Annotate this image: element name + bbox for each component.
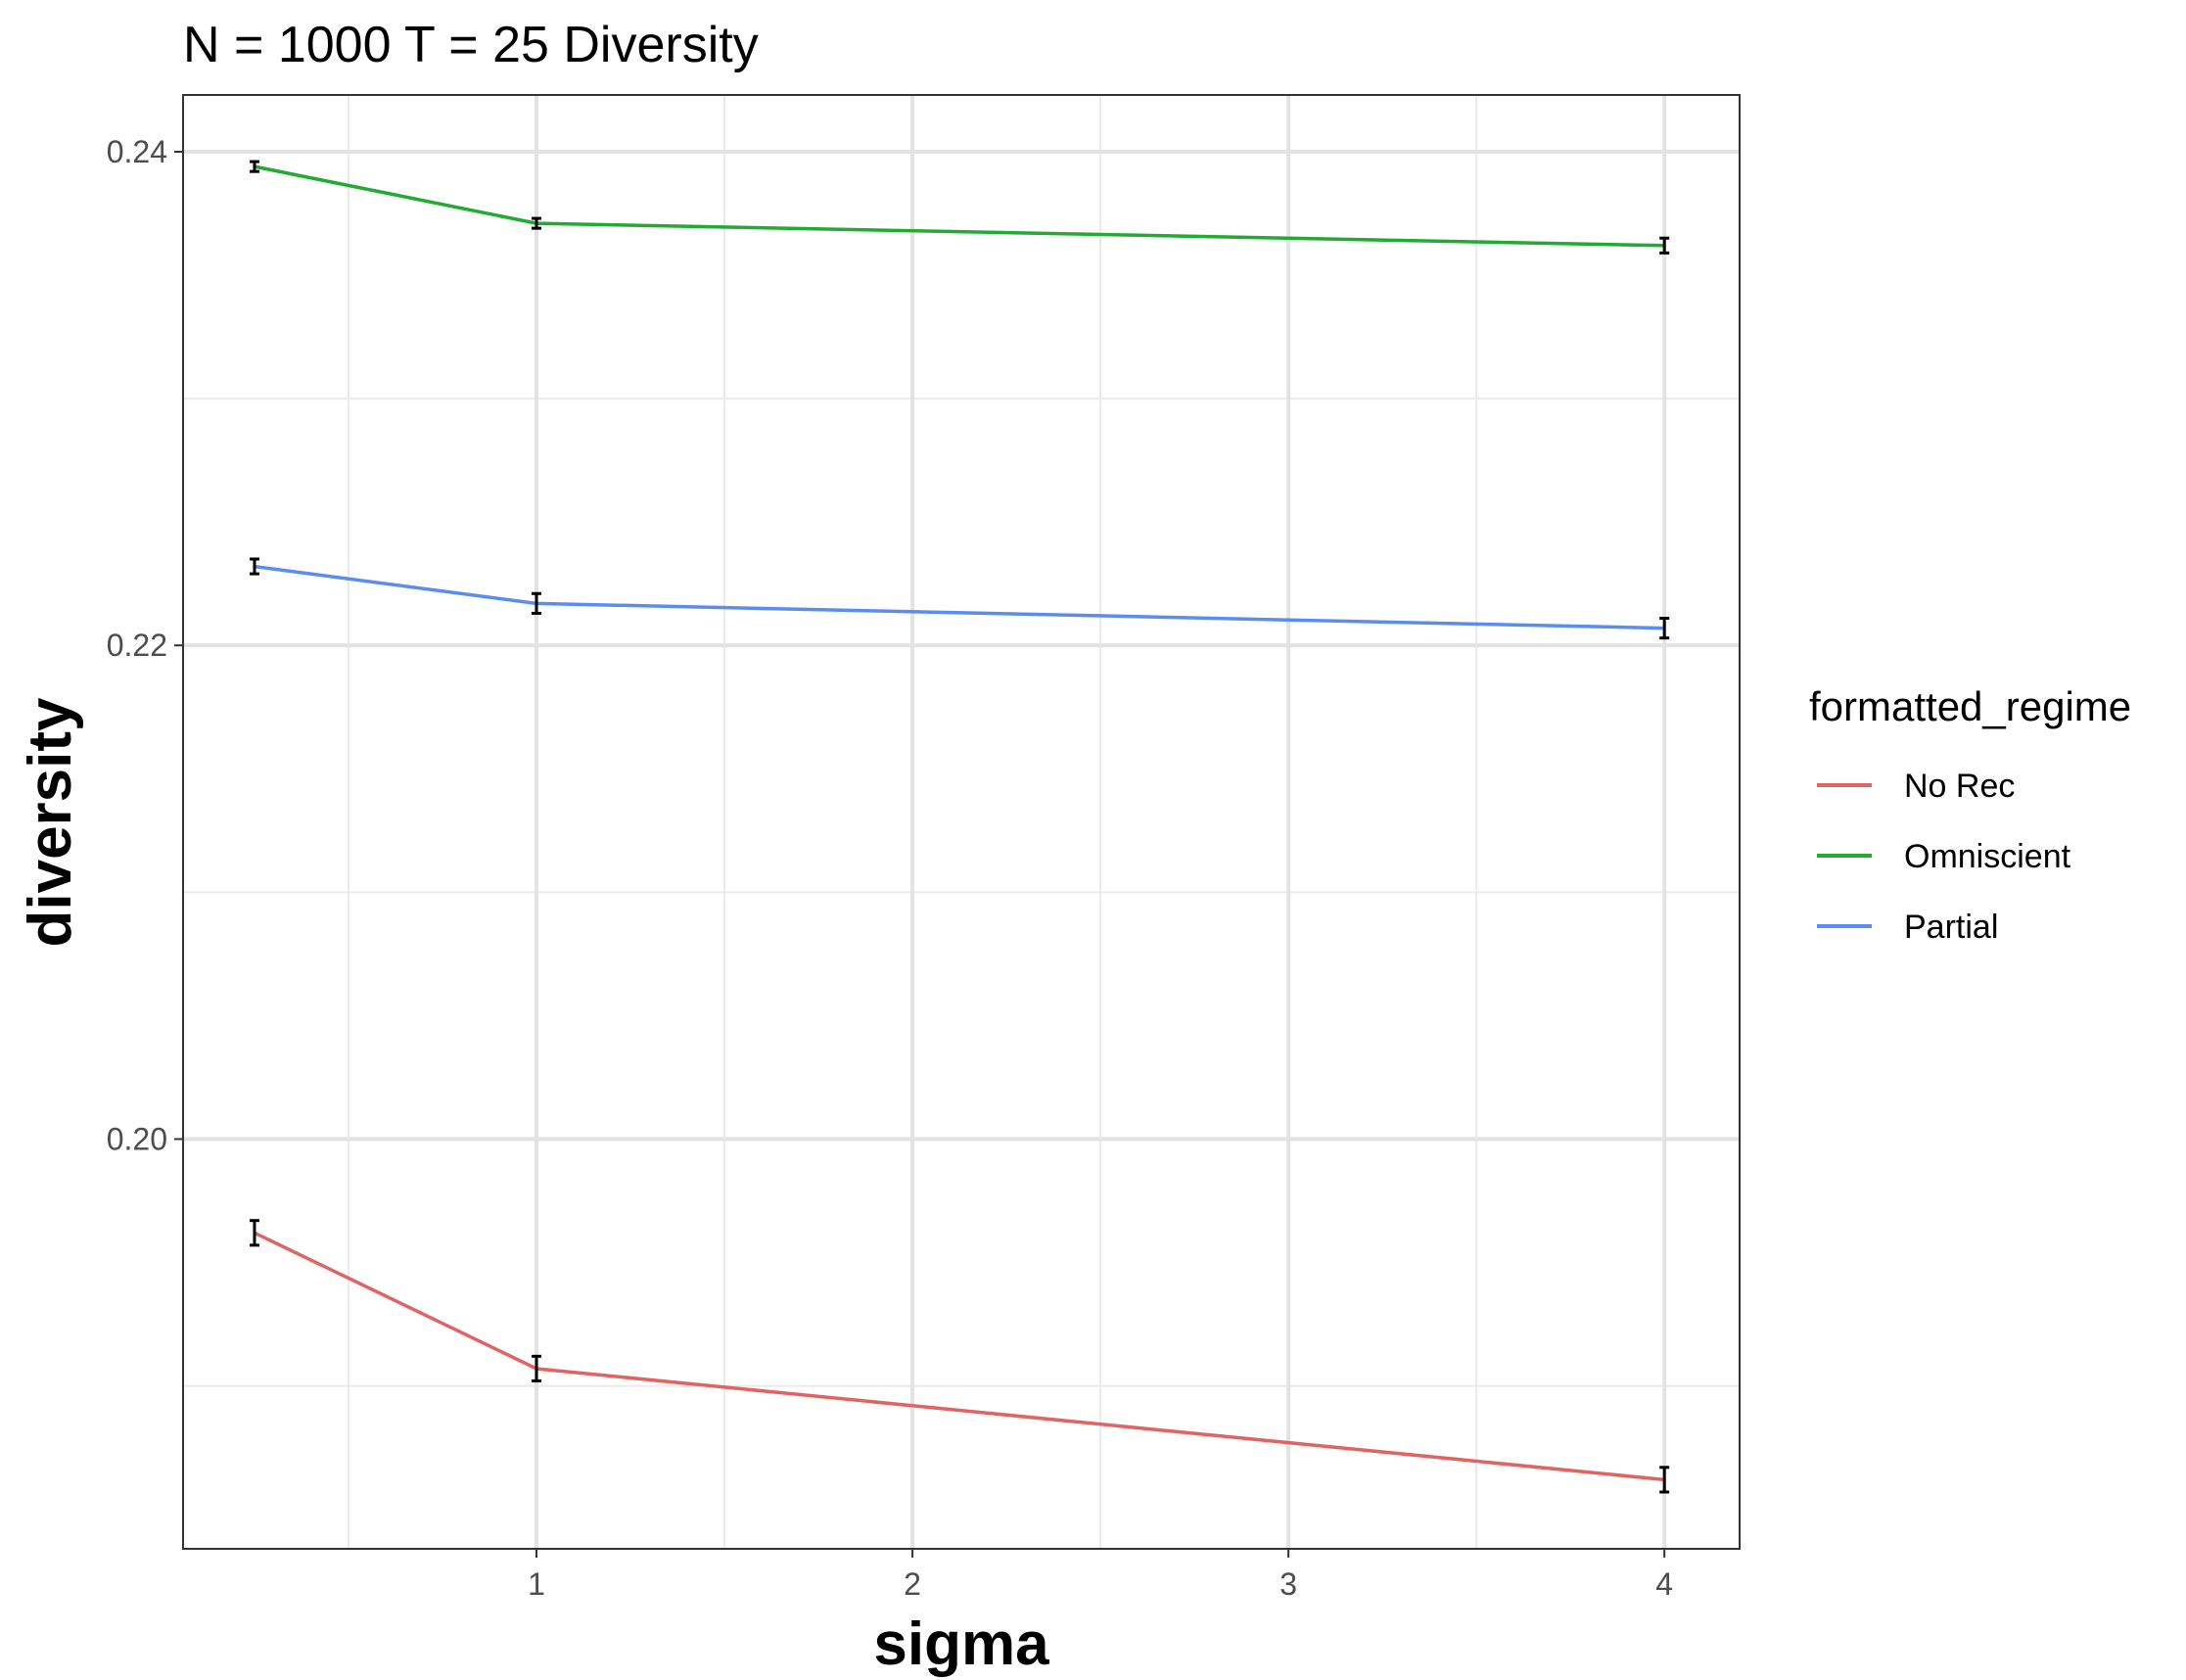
error-bar-omniscient — [249, 160, 259, 173]
error-bar-no-rec — [1659, 1466, 1670, 1494]
y-tick-label: 0.22 — [107, 628, 167, 663]
chart-title: N = 1000 T = 25 Diversity — [183, 17, 759, 73]
y-axis: 0.20 0.22 0.24 — [107, 134, 183, 1156]
error-bar-omniscient — [1659, 236, 1670, 255]
legend-label-no-rec: No Rec — [1904, 768, 2015, 805]
y-tick-label: 0.20 — [107, 1121, 167, 1156]
error-bar-partial — [532, 591, 542, 615]
error-bar-partial — [1659, 616, 1670, 640]
y-axis-title: diversity — [17, 697, 84, 948]
grid-minor — [183, 95, 1740, 1549]
error-bars — [249, 160, 1670, 1494]
x-axis: 1 2 3 4 — [528, 1549, 1673, 1602]
error-bar-omniscient — [532, 216, 542, 230]
x-tick-label: 4 — [1655, 1566, 1673, 1602]
x-axis-title: sigma — [873, 1610, 1049, 1678]
legend-label-omniscient: Omniscient — [1904, 838, 2071, 875]
error-bar-no-rec — [249, 1219, 259, 1247]
x-tick-label: 2 — [904, 1566, 921, 1602]
x-tick-label: 1 — [528, 1566, 545, 1602]
x-tick-label: 3 — [1279, 1566, 1297, 1602]
error-bar-no-rec — [532, 1354, 542, 1383]
plot-border — [182, 94, 1741, 1550]
y-tick-label: 0.24 — [107, 134, 167, 169]
grid-major — [183, 95, 1740, 1549]
error-bar-partial — [249, 557, 259, 576]
plot-panel — [183, 95, 1740, 1549]
legend-label-partial: Partial — [1904, 909, 1998, 946]
legend: formatted_regime No Rec Omniscient Partial — [1809, 683, 2131, 946]
legend-title: formatted_regime — [1809, 683, 2131, 729]
